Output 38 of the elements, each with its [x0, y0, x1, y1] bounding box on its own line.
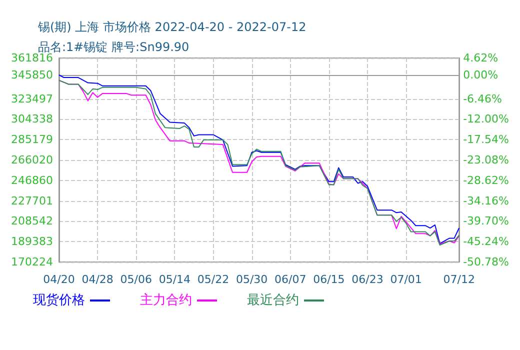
x-tick-label: 04/28 — [82, 273, 114, 286]
x-tick-label: 05/22 — [197, 273, 230, 286]
chart-title: 锡(期) 上海 市场价格 2022-04-20 - 2022-07-12 — [37, 20, 306, 34]
y-tick-label: 227701 — [10, 194, 53, 208]
y-tick-label: 189383 — [10, 235, 53, 248]
y2-tick-label: -23.08% — [463, 154, 510, 166]
x-tick-label: 05/06 — [120, 273, 152, 286]
legend-label: 现货价格 — [33, 293, 85, 308]
x-tick-label: 04/20 — [43, 273, 75, 286]
y-tick-label: 246860 — [10, 174, 53, 187]
y2-tick-label: 4.62% — [463, 52, 498, 64]
y-tick-label: 170224 — [10, 256, 53, 268]
y2-tick-label: 0.00% — [463, 68, 498, 82]
y2-tick-label: -50.78% — [463, 256, 510, 268]
legend-label: 主力合约 — [140, 292, 192, 308]
y2-tick-label: -39.70% — [463, 214, 510, 228]
x-tick-label: 06/07 — [274, 273, 306, 286]
chart-subtitle: 品名:1#锡锭 牌号:Sn99.90 — [38, 40, 190, 54]
y-tick-label: 266020 — [10, 154, 53, 166]
y-tick-label: 285179 — [10, 133, 53, 146]
y2-tick-label: -45.24% — [463, 235, 510, 248]
x-tick-label: 06/15 — [313, 273, 345, 286]
y2-tick-label: -12.00% — [463, 112, 510, 126]
legend-label: 最近合约 — [247, 293, 299, 308]
x-tick-label: 07/12 — [443, 273, 475, 286]
y-tick-label: 304338 — [10, 112, 53, 126]
y2-tick-label: -6.46% — [463, 92, 502, 106]
y-tick-label: 361816 — [10, 52, 53, 64]
y2-tick-label: -34.16% — [463, 194, 510, 208]
y-tick-label: 345850 — [10, 68, 53, 82]
x-tick-label: 05/14 — [158, 273, 191, 286]
x-tick-label: 07/01 — [390, 273, 422, 286]
x-tick-label: 06/23 — [352, 273, 384, 286]
y-tick-label: 208542 — [10, 214, 53, 228]
x-tick-label: 05/30 — [236, 273, 268, 286]
y2-tick-label: -28.62% — [463, 174, 510, 187]
y2-tick-label: -17.54% — [463, 133, 510, 146]
y-tick-label: 323497 — [10, 92, 53, 106]
